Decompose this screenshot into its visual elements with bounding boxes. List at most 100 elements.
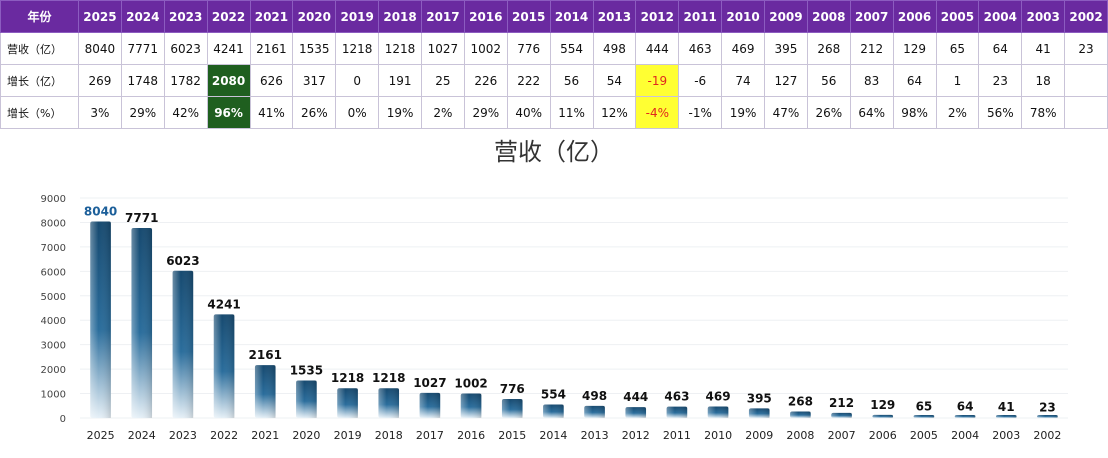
- revenue-cell-2012: 444: [635, 32, 680, 65]
- data-labels: 8040 7771 6023 4241 2161 1535 1218 1218 1027 1002…: [84, 204, 1056, 414]
- growth-pct-cell-2015: 40%: [506, 96, 551, 129]
- data-label-2014: 554: [541, 387, 566, 401]
- bar-shade-2012: [625, 407, 647, 418]
- revenue-cell-2015: 776: [506, 32, 551, 65]
- bar-shade-2002: [1037, 415, 1058, 418]
- growth-pct-cell-2002: [1064, 96, 1108, 129]
- growth-pct-cell-2004: 56%: [978, 96, 1023, 129]
- revenue-chart: 营收（亿） 0 1000 2000 3000 4000 5000 6000 7000 8000 9…: [0, 126, 1108, 458]
- growth-pct-cell-2010: 19%: [721, 96, 765, 129]
- growth-abs-cell-2006: 64: [892, 64, 937, 97]
- growth-abs-cell-2013: 54: [592, 64, 637, 97]
- revenue-cell-2007: 212: [849, 32, 894, 65]
- data-label-2008: 268: [788, 394, 813, 408]
- growth-abs-cell-2017: 25: [421, 64, 465, 97]
- data-label-2012: 444: [623, 390, 648, 404]
- growth-abs-cell-2016: 226: [463, 64, 508, 97]
- bar-shade-2013: [584, 405, 605, 418]
- growth-abs-cell-2019: 0: [335, 64, 380, 97]
- revenue-cell-2011: 463: [678, 32, 723, 65]
- data-label-2010: 469: [706, 390, 731, 404]
- year-header-2002: 2002: [1064, 0, 1108, 33]
- revenue-cell-2025: 8040: [78, 32, 122, 65]
- year-header-2009: 2009: [764, 0, 808, 33]
- data-label-2021: 2161: [249, 348, 282, 362]
- growth-pct-cell-2013: 12%: [592, 96, 637, 129]
- data-label-2011: 463: [664, 390, 689, 404]
- data-label-2022: 4241: [207, 297, 240, 311]
- x-tick-label-2024: 2024: [128, 429, 156, 442]
- revenue-cell-2013: 498: [592, 32, 637, 65]
- data-label-2016: 1002: [454, 377, 487, 391]
- data-label-2007: 212: [829, 396, 854, 410]
- y-tick-label: 4000: [41, 316, 66, 327]
- row-label-growth-abs: 增长（亿）: [0, 64, 79, 97]
- year-header-2010: 2010: [721, 0, 765, 33]
- bar-shade-2018: [378, 388, 400, 418]
- x-tick-label-2019: 2019: [334, 429, 362, 442]
- table-row-growth-pct: 增长（%） 3% 29% 42% 96% 41% 26% 0% 19% 2% 29% 40% 11% 1…: [0, 96, 1108, 129]
- header-label-cell: 年份: [0, 0, 79, 33]
- data-label-2009: 395: [747, 391, 772, 405]
- data-label-2003: 41: [998, 400, 1015, 414]
- bar-shade-2020: [296, 380, 317, 418]
- revenue-cell-2009: 395: [764, 32, 808, 65]
- data-label-2017: 1027: [413, 376, 446, 390]
- x-tick-label-2025: 2025: [87, 429, 115, 442]
- bar-shade-2022: [213, 314, 235, 418]
- revenue-cell-2019: 1218: [335, 32, 380, 65]
- growth-pct-cell-2022: 96%: [206, 96, 251, 129]
- y-tick-label: 9000: [41, 194, 66, 205]
- year-header-2005: 2005: [935, 0, 980, 33]
- y-tick-label: 7000: [41, 243, 66, 254]
- growth-abs-cell-2014: 56: [549, 64, 594, 97]
- revenue-cell-2003: 41: [1021, 32, 1066, 65]
- data-label-2004: 64: [957, 399, 974, 413]
- growth-abs-cell-2025: 269: [78, 64, 122, 97]
- bar-shade-2004: [954, 415, 976, 418]
- year-header-2022: 2022: [206, 0, 251, 33]
- x-tick-label-2004: 2004: [951, 429, 979, 442]
- y-axis: 0 1000 2000 3000 4000 5000 6000 7000 8000 9000: [41, 194, 66, 425]
- data-label-2002: 23: [1039, 400, 1056, 414]
- data-label-2015: 776: [500, 382, 525, 396]
- growth-abs-cell-2021: 626: [249, 64, 294, 97]
- year-header-2019: 2019: [335, 0, 380, 33]
- growth-pct-cell-2018: 19%: [378, 96, 422, 129]
- year-header-2023: 2023: [163, 0, 208, 33]
- bar-shade-2024: [131, 228, 153, 418]
- growth-abs-cell-2005: 1: [935, 64, 980, 97]
- revenue-cell-2014: 554: [549, 32, 594, 65]
- data-label-2020: 1535: [290, 363, 323, 377]
- growth-pct-cell-2014: 11%: [549, 96, 594, 129]
- data-label-2018: 1218: [372, 371, 405, 385]
- table-row-revenue: 营收（亿） 8040 7771 6023 4241 2161 1535 1218 1218 10…: [0, 32, 1108, 65]
- year-header-2003: 2003: [1021, 0, 1066, 33]
- year-header-2004: 2004: [978, 0, 1023, 33]
- bar-shade-2005: [913, 415, 935, 418]
- x-tick-label-2006: 2006: [869, 429, 897, 442]
- y-tick-label: 5000: [41, 292, 66, 303]
- growth-pct-cell-2011: -1%: [678, 96, 723, 129]
- grid-lines: [80, 197, 1068, 419]
- growth-pct-cell-2017: 2%: [421, 96, 465, 129]
- bar-shade-2009: [748, 408, 770, 418]
- bars: [90, 221, 1058, 418]
- bar-shade-2023: [172, 270, 194, 418]
- data-label-2019: 1218: [331, 371, 364, 385]
- bar-shade-2019: [337, 388, 358, 418]
- growth-abs-cell-2020: 317: [292, 64, 337, 97]
- data-label-2005: 65: [916, 399, 933, 413]
- revenue-cell-2006: 129: [892, 32, 937, 65]
- data-label-2023: 6023: [166, 254, 199, 268]
- growth-pct-cell-2021: 41%: [249, 96, 294, 129]
- row-label-growth-pct: 增长（%）: [0, 96, 79, 129]
- data-label-2013: 498: [582, 389, 607, 403]
- x-tick-label-2015: 2015: [498, 429, 526, 442]
- revenue-cell-2005: 65: [935, 32, 980, 65]
- x-tick-label-2012: 2012: [622, 429, 650, 442]
- revenue-cell-2022: 4241: [206, 32, 251, 65]
- bar-shade-2016: [460, 393, 482, 418]
- x-tick-label-2007: 2007: [828, 429, 856, 442]
- bar-shade-2021: [254, 365, 276, 418]
